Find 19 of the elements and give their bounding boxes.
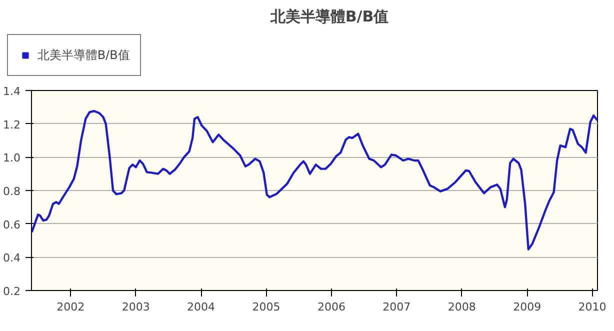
y-tick-label: 0.6 bbox=[3, 218, 21, 232]
line-series bbox=[32, 110, 598, 250]
y-tick-label: 0.8 bbox=[3, 185, 21, 198]
legend-label: 北美半導體B/B值 bbox=[37, 46, 130, 64]
x-tick-label: 2008 bbox=[448, 300, 476, 314]
x-tick-label: 2004 bbox=[187, 300, 216, 314]
x-tick-label: 2009 bbox=[513, 300, 542, 314]
x-tick-label: 2007 bbox=[382, 300, 411, 314]
y-tick-label: 0.4 bbox=[3, 252, 21, 265]
y-tick-label: 0.2 bbox=[3, 285, 21, 298]
x-tick-label: 2003 bbox=[122, 300, 150, 314]
y-tick-label: 1.0 bbox=[3, 152, 21, 165]
y-tick-label: 1.4 bbox=[3, 85, 21, 98]
x-tick-label: 2005 bbox=[252, 300, 280, 314]
x-tick-label: 2006 bbox=[317, 300, 346, 314]
x-tick-label: 2010 bbox=[578, 300, 606, 314]
x-tick-label: 2002 bbox=[56, 300, 85, 314]
y-tick-label: 1.2 bbox=[3, 118, 21, 132]
chart-title: 北美半導體B/B值 bbox=[269, 8, 389, 26]
